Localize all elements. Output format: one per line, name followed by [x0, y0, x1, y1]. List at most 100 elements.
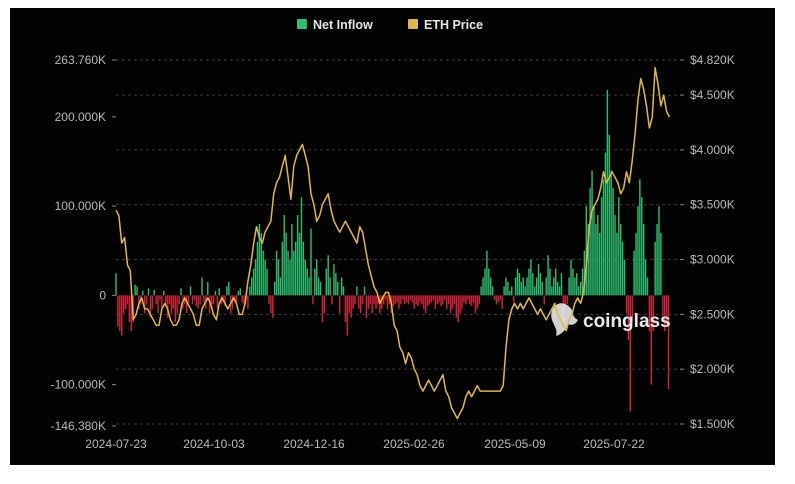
inflow-bar-90	[287, 250, 289, 296]
inflow-bar-244	[581, 268, 584, 296]
inflow-bar-38	[187, 295, 190, 303]
inflow-bar-195	[488, 268, 490, 296]
inflow-bar-265	[621, 241, 624, 296]
inflow-bar-279	[648, 295, 651, 332]
inflow-bar-208	[512, 295, 515, 303]
inflow-bar-284	[658, 206, 660, 296]
legend-label-net-inflow: Net Inflow	[313, 18, 373, 32]
inflow-bar-58	[226, 286, 228, 296]
inflow-bar-223	[541, 281, 544, 296]
inflow-bar-283	[656, 223, 658, 296]
inflow-bar-16	[145, 295, 148, 305]
inflow-bar-255	[602, 179, 605, 296]
inflow-bar-168	[436, 295, 438, 305]
inflow-bar-78	[264, 259, 266, 296]
inflow-bar-81	[270, 295, 272, 314]
inflow-bar-62	[233, 295, 236, 300]
inflow-bar-107	[319, 281, 322, 296]
inflow-bar-287	[663, 295, 666, 332]
inflow-bar-251	[595, 223, 597, 296]
x-tick-label-3: 2025-02-26	[383, 437, 445, 451]
inflow-bar-119	[342, 286, 345, 296]
inflow-bar-67	[243, 295, 245, 305]
inflow-bar-137	[377, 295, 379, 305]
inflow-bar-139	[381, 295, 383, 309]
right-tick-label-3: $3.500K	[690, 198, 735, 212]
inflow-bar-221	[537, 264, 540, 296]
inflow-bar-216	[528, 268, 530, 296]
inflow-bar-11	[136, 286, 138, 296]
inflow-bar-89	[285, 232, 287, 296]
inflow-bar-29	[170, 295, 173, 314]
left-tick-label-2: 100.000K	[55, 199, 106, 213]
inflow-bar-205	[507, 281, 509, 296]
inflow-bar-190	[478, 295, 480, 305]
left-tick-label-4: -100.000K	[51, 378, 106, 392]
inflow-bar-198	[493, 295, 496, 300]
inflow-bar-53	[216, 295, 219, 309]
inflow-bar-264	[620, 223, 622, 296]
coinglass-logo-icon	[551, 303, 578, 336]
legend-swatch-eth-price	[408, 19, 418, 29]
left-axis: 263.760K 200.000K 100.000K 0 -100.000K -146.3…	[51, 53, 116, 433]
inflow-bar-27	[166, 295, 169, 318]
right-tick-label-1: $4.500K	[690, 88, 735, 102]
inflow-bar-104	[314, 268, 316, 296]
inflow-bar-123	[350, 295, 352, 318]
inflow-bar-167	[434, 295, 436, 309]
inflow-bar-209	[514, 277, 517, 296]
inflow-bar-19	[151, 295, 154, 309]
inflow-bar-65	[239, 288, 241, 296]
inflow-bar-207	[511, 286, 513, 296]
inflow-bar-269	[629, 295, 632, 412]
legend-label-eth-price: ETH Price	[424, 18, 483, 32]
inflow-bar-243	[579, 281, 582, 296]
inflow-bar-253	[598, 232, 601, 296]
inflow-bar-97	[300, 197, 303, 296]
inflow-bar-210	[516, 268, 519, 296]
inflow-bar-72	[252, 268, 255, 296]
inflow-bar-41	[193, 295, 196, 300]
inflow-bar-102	[310, 228, 312, 296]
inflow-bar-186	[470, 295, 473, 307]
inflow-bar-51	[212, 295, 215, 305]
inflow-bar-191	[480, 286, 482, 296]
inflow-bar-197	[491, 286, 494, 296]
inflow-bar-142	[386, 295, 389, 309]
inflow-bar-272	[635, 232, 637, 296]
inflow-bar-17	[147, 288, 150, 296]
inflow-bar-193	[484, 268, 486, 296]
inflow-bar-39	[189, 286, 192, 296]
inflow-bar-165	[430, 295, 433, 303]
inflow-bar-157	[415, 295, 417, 305]
inflow-bar-206	[509, 290, 511, 296]
inflow-bar-20	[153, 290, 155, 296]
right-axis: $4.820K $4.500K $4.000K $3.500K $3.000K $2.50…	[680, 53, 735, 431]
inflow-bar-242	[577, 286, 580, 296]
inflow-bar-245	[583, 250, 586, 296]
inflow-bar-118	[340, 277, 343, 296]
inflow-bar-28	[168, 295, 171, 305]
inflow-bar-252	[597, 215, 599, 296]
inflow-bar-98	[302, 241, 305, 296]
inflow-bar-44	[199, 295, 201, 305]
inflow-bar-239	[572, 268, 574, 296]
inflow-bar-14	[142, 290, 144, 296]
inflow-bar-146	[394, 295, 396, 305]
inflow-bar-24	[161, 295, 163, 309]
inflow-bar-145	[392, 295, 394, 307]
inflow-bar-246	[585, 206, 588, 296]
inflow-bar-86	[279, 277, 282, 296]
inflow-bar-70	[249, 286, 251, 296]
inflow-bar-274	[639, 179, 641, 296]
inflow-bar-117	[338, 295, 341, 314]
inflow-bar-171	[442, 295, 444, 305]
inflow-bar-6	[126, 295, 129, 305]
inflow-bar-149	[400, 295, 402, 305]
inflow-bar-235	[564, 295, 567, 309]
inflow-bar-189	[476, 295, 479, 309]
inflow-bar-131	[365, 295, 368, 318]
right-tick-label-0: $4.820K	[690, 53, 735, 67]
inflow-bar-130	[363, 286, 366, 296]
inflow-bar-18	[149, 295, 152, 318]
